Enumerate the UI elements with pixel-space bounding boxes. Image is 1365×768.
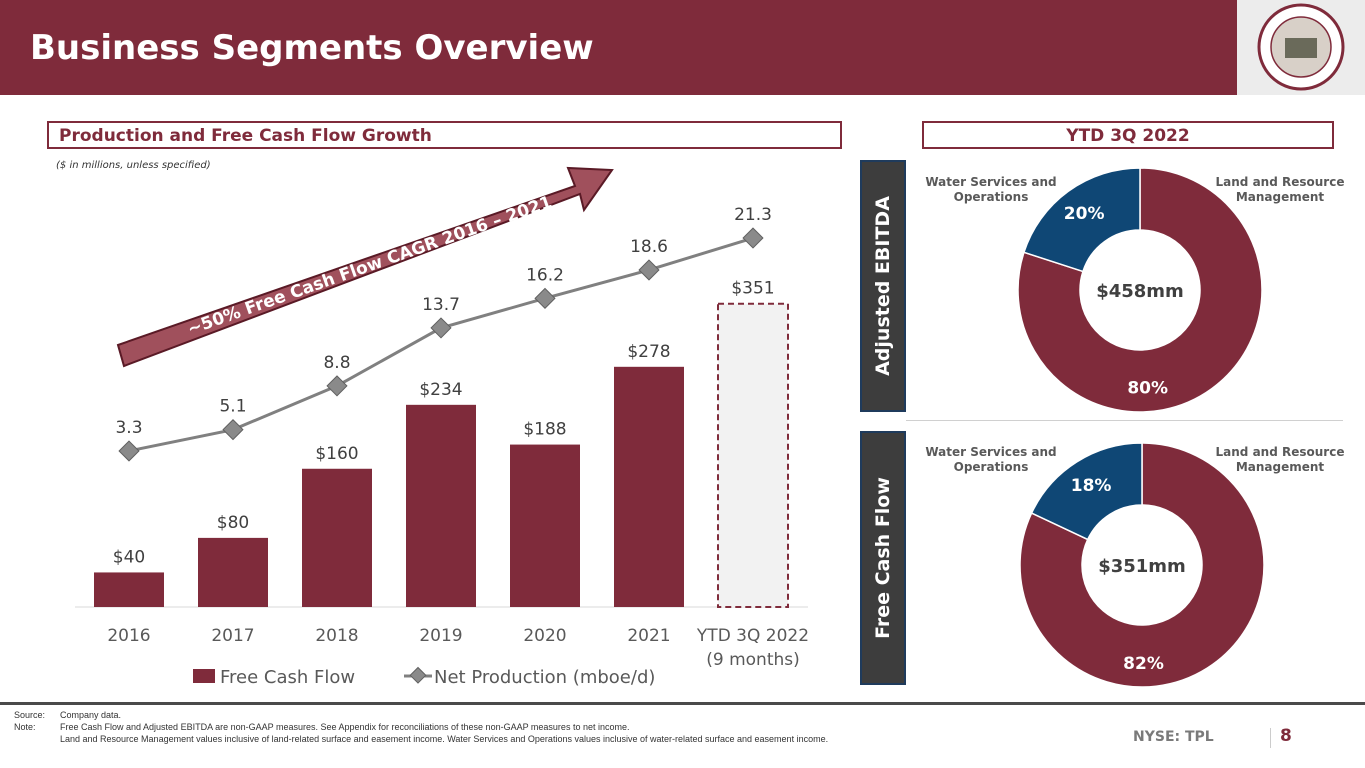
bar-fcf xyxy=(302,468,372,607)
x-tick-label: 2017 xyxy=(211,626,254,646)
legend-label-water: Water Services and xyxy=(925,445,1056,459)
line-marker xyxy=(222,419,244,441)
donut-slice-label: 80% xyxy=(1127,379,1168,399)
legend-label-water: Operations xyxy=(954,460,1029,474)
footer-rule xyxy=(0,702,1365,705)
page-number: 8 xyxy=(1280,726,1292,746)
donut-slice xyxy=(1019,442,1265,688)
divider xyxy=(906,420,1343,421)
donut-slice xyxy=(1030,442,1143,541)
legend-label-fcf: Free Cash Flow xyxy=(220,667,355,688)
legend-label-water: Operations xyxy=(954,190,1029,204)
company-logo xyxy=(1237,0,1365,95)
donut-slice-label: 82% xyxy=(1123,654,1164,674)
bar-data-label: $278 xyxy=(627,342,670,362)
donut-slice xyxy=(1017,167,1263,413)
line-data-label: 5.1 xyxy=(219,397,246,417)
side-label-text: Adjusted EBITDA xyxy=(872,196,894,376)
note-label: Note: xyxy=(14,722,36,732)
fcf-production-chart: ~50% Free Cash Flow CAGR 2016 – 2021 $40 2… xyxy=(75,166,809,688)
production-section-heading: Production and Free Cash Flow Growth xyxy=(47,121,842,149)
legend-marker xyxy=(409,666,427,684)
bar-data-label: $234 xyxy=(419,380,462,400)
legend-label-production: Net Production (mboe/d) xyxy=(434,667,655,688)
x-tick-label: 2018 xyxy=(315,626,358,646)
side-label-fcf: Free Cash Flow xyxy=(860,431,906,685)
donut-center-label: $458mm xyxy=(1096,281,1184,302)
page-title: Business Segments Overview xyxy=(30,28,594,68)
units-note: ($ in millions, unless specified) xyxy=(56,160,211,171)
line-data-label: 18.6 xyxy=(630,237,668,257)
legend-label-land: Land and Resource xyxy=(1216,445,1345,459)
legend-label-land: Management xyxy=(1236,460,1325,474)
donut-slice-label: 18% xyxy=(1071,476,1112,496)
bar-fcf xyxy=(614,366,684,607)
bar-data-label: $80 xyxy=(217,513,249,533)
line-data-label: 8.8 xyxy=(323,353,350,373)
line-data-label: 3.3 xyxy=(115,418,142,438)
legend-label-land: Management xyxy=(1236,190,1325,204)
x-tick-label: 2016 xyxy=(107,626,150,646)
bar-fcf xyxy=(198,537,268,607)
bar-data-label: $188 xyxy=(523,420,566,440)
x-tick-label: YTD 3Q 2022 xyxy=(696,626,809,646)
line-marker xyxy=(742,227,764,249)
x-tick-label: (9 months) xyxy=(706,650,800,670)
side-label-ebitda: Adjusted EBITDA xyxy=(860,160,906,412)
line-marker xyxy=(430,317,452,339)
line-data-label: 16.2 xyxy=(526,265,564,285)
side-label-text: Free Cash Flow xyxy=(872,477,894,639)
header-bar xyxy=(0,0,1237,95)
line-marker xyxy=(638,259,660,281)
cagr-arrow xyxy=(116,166,614,368)
bar-data-label: $40 xyxy=(113,547,145,567)
legend-swatch-fcf xyxy=(193,669,215,683)
ticker: NYSE: TPL xyxy=(1133,729,1214,745)
bar-data-label: $160 xyxy=(315,444,358,464)
ytd-section-heading: YTD 3Q 2022 xyxy=(922,121,1334,149)
bar-fcf xyxy=(510,444,580,607)
note-text-2: Land and Resource Management values incl… xyxy=(60,734,829,744)
line-marker xyxy=(118,440,140,462)
donut-slice xyxy=(1023,167,1141,273)
source-text: Company data. xyxy=(60,710,122,720)
line-marker xyxy=(534,287,556,309)
x-tick-label: 2020 xyxy=(523,626,566,646)
donut-center-label: $351mm xyxy=(1098,556,1186,577)
line-marker xyxy=(326,375,348,397)
line-data-label: 13.7 xyxy=(422,295,460,315)
bar-fcf xyxy=(94,572,164,607)
legend-label-land: Land and Resource xyxy=(1216,175,1345,189)
note-text-1: Free Cash Flow and Adjusted EBITDA are n… xyxy=(60,722,630,732)
source-label: Source: xyxy=(14,710,46,720)
bar-data-label: $351 xyxy=(731,279,774,299)
x-tick-label: 2019 xyxy=(419,626,462,646)
legend-label-water: Water Services and xyxy=(925,175,1056,189)
bar-fcf xyxy=(717,302,789,608)
bar-fcf xyxy=(406,404,476,607)
footer-divider xyxy=(1270,728,1271,748)
cagr-arrow-text: ~50% Free Cash Flow CAGR 2016 – 2021 xyxy=(185,192,555,339)
x-tick-label: 2021 xyxy=(627,626,670,646)
line-data-label: 21.3 xyxy=(734,205,772,225)
donut-slice-label: 20% xyxy=(1064,204,1105,224)
